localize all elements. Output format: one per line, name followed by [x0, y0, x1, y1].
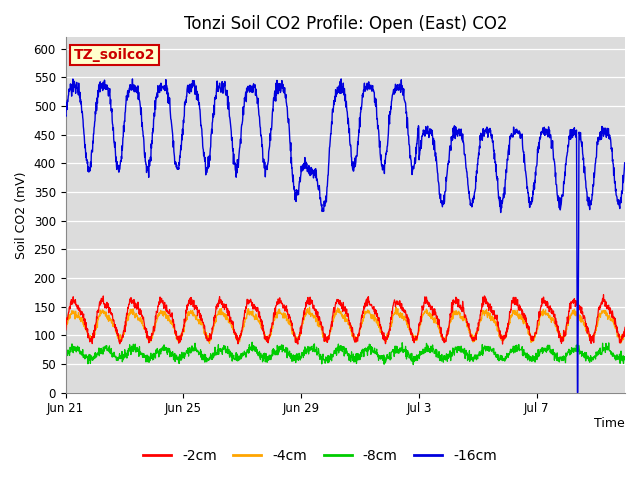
Legend: -2cm, -4cm, -8cm, -16cm: -2cm, -4cm, -8cm, -16cm [138, 443, 502, 468]
Text: Time: Time [595, 418, 625, 431]
Text: TZ_soilco2: TZ_soilco2 [74, 48, 156, 62]
Title: Tonzi Soil CO2 Profile: Open (East) CO2: Tonzi Soil CO2 Profile: Open (East) CO2 [184, 15, 507, 33]
Y-axis label: Soil CO2 (mV): Soil CO2 (mV) [15, 171, 28, 259]
